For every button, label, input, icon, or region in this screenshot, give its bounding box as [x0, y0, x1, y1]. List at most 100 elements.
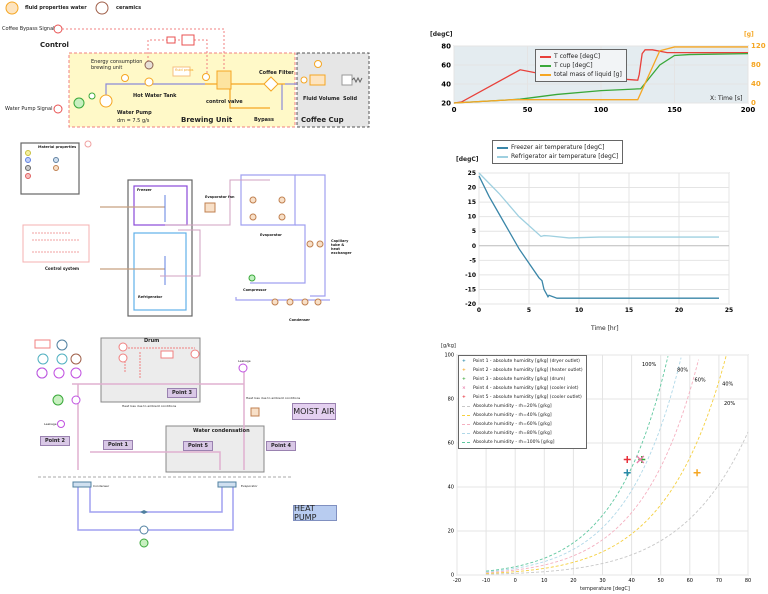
- y-tick-label: 15: [468, 199, 476, 206]
- y-tick-label: 40: [441, 80, 451, 88]
- water-pump-signal-label: Water Pump Signal: [5, 106, 53, 112]
- x-tick-label: 25: [725, 307, 733, 314]
- hot-water-tank-label: Hot Water Tank: [133, 93, 177, 99]
- fluid-properties-icon[interactable]: [5, 1, 19, 15]
- coffee-cup-box: [296, 52, 370, 128]
- curve-label: 60%: [695, 378, 706, 384]
- gain-block[interactable]: [166, 36, 176, 44]
- fan-icon[interactable]: [71, 395, 81, 405]
- water-pump-icon[interactable]: [99, 94, 113, 108]
- series-line: [478, 175, 719, 299]
- coffee-diagram-graphics: [5, 1, 370, 128]
- chart1-xlabel: X: Time [s]: [710, 95, 743, 102]
- fluid-volume-label: Fluid Volume: [303, 96, 340, 102]
- x-tick-label: 40: [628, 578, 634, 584]
- compressor-icon[interactable]: [248, 274, 256, 282]
- series-line: [478, 172, 719, 239]
- solid-label: Solid: [343, 96, 358, 102]
- y-tick-label: 0: [472, 243, 476, 250]
- legend-marker: +: [462, 359, 466, 364]
- legend-item: Absolute humidity - rh=100% [g/kg]: [462, 438, 583, 447]
- data-point: [693, 469, 701, 477]
- valve-temp-sensor-icon[interactable]: [202, 73, 210, 81]
- humidity-curve: [486, 356, 669, 572]
- volume-sensor-icon[interactable]: [314, 60, 322, 68]
- legend-item: × Point 4 - absolute humidity [g/kg] (coo…: [462, 384, 583, 393]
- curve-label: 20%: [724, 401, 735, 407]
- heat-loss-2-label: Heat loss due to ambient conditions: [246, 396, 301, 400]
- y2-tick-label: 80: [751, 61, 761, 69]
- leakage-2-icon[interactable]: [57, 420, 65, 428]
- y-tick-label: 80: [441, 42, 451, 50]
- evaporator-icon[interactable]: [217, 481, 237, 488]
- ceramics-label: ceramics: [116, 5, 142, 11]
- temp-sensor-icon[interactable]: [121, 74, 129, 82]
- data-point: [636, 455, 645, 464]
- heat-loss-label: Heat loss due to ambient conditions: [122, 404, 177, 408]
- condenser-icon[interactable]: [72, 481, 92, 488]
- x-tick-label: -20: [453, 578, 461, 584]
- legend-label: Absolute humidity - rh=40% [g/kg]: [473, 413, 552, 418]
- chart3-xlabel: temperature [degC]: [580, 586, 630, 592]
- control-system-box: [22, 224, 90, 263]
- point5-label: Point 5: [183, 441, 213, 451]
- legend-label: Point 5 - absolute humidity [g/kg] (cool…: [473, 395, 582, 400]
- energy-sensor-icon[interactable]: [144, 60, 154, 70]
- control-valve-icon[interactable]: [216, 70, 232, 90]
- y-tick-label: 5: [472, 228, 476, 235]
- y2-tick-label: 120: [751, 42, 766, 50]
- brewing-unit-box: [68, 52, 296, 128]
- humidity-curve: [486, 355, 727, 574]
- legend-marker: +: [462, 377, 466, 382]
- chart2-ylabel: [degC]: [456, 156, 479, 163]
- table-block[interactable]: [181, 34, 195, 46]
- chart1-legend: T coffee [degC] T cup [degC] total mass …: [535, 49, 627, 82]
- capillary-label: Capillary tube & heat exchanger: [331, 239, 352, 255]
- coffee-filter-icon[interactable]: [263, 76, 279, 92]
- compressor-icon[interactable]: [139, 525, 149, 535]
- legend-label: total mass of liquid [g]: [554, 71, 622, 78]
- evaporator-label: Evaporator: [241, 484, 258, 488]
- material-properties-label: Material properties: [38, 145, 77, 149]
- cup-temp-sensor-icon[interactable]: [300, 76, 308, 84]
- legend-item: Absolute humidity - rh=20% [g/kg]: [462, 402, 583, 411]
- evaporator-fan-icon[interactable]: [204, 202, 216, 213]
- x-tick-label: 200: [741, 106, 756, 114]
- refrigerator-label: Refrigerator: [138, 295, 163, 299]
- leakage-2-label: Leakage: [44, 422, 57, 426]
- x-tick-label: 50: [658, 578, 664, 584]
- ceramics-icon[interactable]: [95, 1, 109, 15]
- fluid-props-block[interactable]: [172, 66, 191, 77]
- data-point: [623, 456, 631, 463]
- point1-label: Point 1: [103, 440, 133, 450]
- legend-marker: +: [462, 395, 466, 400]
- y2-tick-label: 40: [751, 80, 761, 88]
- brewing-unit-label: Brewing Unit: [181, 116, 233, 124]
- hot-water-tank-icon[interactable]: [144, 77, 154, 87]
- fluid-volume-icon[interactable]: [309, 74, 326, 86]
- compressor-motor-icon[interactable]: [139, 538, 149, 548]
- data-point: [623, 469, 631, 477]
- legend-label: Absolute humidity - rh=60% [g/kg]: [473, 422, 552, 427]
- humidity-curve: [486, 357, 682, 573]
- curve-label: 40%: [722, 382, 733, 388]
- legend-item: Absolute humidity - rh=80% [g/kg]: [462, 429, 583, 438]
- legend-item: Absolute humidity - rh=40% [g/kg]: [462, 411, 583, 420]
- speed-sensor-icon[interactable]: [88, 92, 96, 100]
- pump-signal-icon[interactable]: [53, 104, 63, 114]
- x-tick-label: 5: [527, 307, 531, 314]
- freezer-label: Freezer: [137, 188, 152, 192]
- pump-motor-icon[interactable]: [73, 97, 85, 109]
- water-condensation-label: Water condensation: [193, 428, 250, 434]
- leakage-icon[interactable]: [238, 363, 248, 373]
- bypass-label: Bypass: [254, 117, 274, 123]
- y-tick-label: -15: [465, 286, 476, 293]
- fan-motor-icon[interactable]: [52, 394, 64, 406]
- y-tick-label: 0: [451, 573, 454, 579]
- point3-label: Point 3: [167, 388, 197, 398]
- legend-label: T cup [degC]: [554, 62, 593, 69]
- chart1-y2label: [g]: [744, 31, 754, 38]
- energy-label-2: brewing unit: [91, 65, 123, 71]
- series-line: [453, 49, 748, 104]
